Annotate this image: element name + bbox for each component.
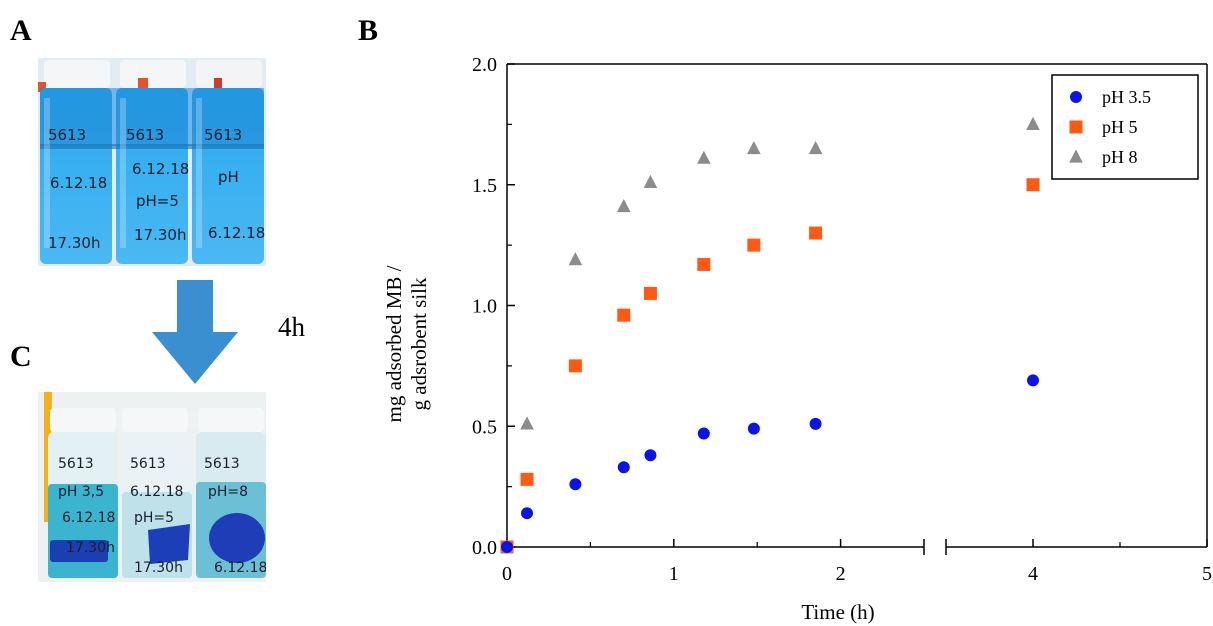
data-point-circle [521,507,534,520]
x-axis-title: Time (h) [801,600,874,624]
data-point-square [520,472,534,486]
vial-c1-line-4: 17.30h [66,540,115,556]
data-point-triangle [568,252,583,266]
vial-a2-line-3: pH=5 [136,192,179,210]
data-point-square [1026,178,1040,192]
data-point-triangle [1026,116,1040,130]
vial-a3-line-1: 5613 [204,126,242,144]
adsorption-chart: 0.0 0.5 1.0 1.5 2.0 0 1 2 4 5 pH 3.5 pH 5 pH 8 mg a… [382,54,1212,624]
vial-a1-line-1: 5613 [48,126,86,144]
y-tick-label: 2.0 [472,54,497,76]
data-point-circle [809,417,822,430]
legend-marker-triangle [1069,149,1083,163]
panel-label-a: A [10,14,32,47]
data-point-square [568,359,582,373]
data-point-circle [569,478,582,491]
vial-c2-line-2: 6.12.18 [130,484,183,500]
vial-c3-line-3: 6.12.18 [214,560,266,576]
y-tick-label: 1.5 [472,175,497,197]
data-point-triangle [696,150,711,164]
data-point-triangle [520,416,534,430]
vial-a3-line-2: pH [218,168,239,186]
y-tick-label: 0.5 [472,416,497,438]
legend-label: pH 5 [1102,117,1138,137]
data-point-triangle [747,141,761,155]
legend-label: pH 8 [1102,147,1138,167]
vial-c1-line-2: pH 3,5 [58,484,104,500]
data-point-circle [644,449,657,462]
vial-a2-line-1: 5613 [126,126,164,144]
vial-c1-line-3: 6.12.18 [62,510,115,526]
data-point-square [643,286,657,300]
vial-c1-line-1: 5613 [58,456,94,472]
data-point-triangle [643,174,658,188]
data-point-circle [501,541,513,553]
data-point-circle [617,461,630,474]
legend-label: pH 3.5 [1102,87,1151,107]
legend-marker-circle [1070,91,1082,103]
legend-marker-square [1069,120,1083,134]
vial-c2-line-1: 5613 [130,456,166,472]
duration-label: 4h [278,312,305,342]
data-point-triangle [808,141,823,155]
data-point-square [747,238,761,252]
arrow-down-icon [150,280,240,386]
data-point-triangle [616,199,631,213]
vial-a3-line-3: 6.12.18 [208,224,265,242]
x-tick-label: 2 [836,563,846,585]
vial-c3-line-2: pH=8 [208,484,248,500]
photo-vials-before: 5613 6.12.18 17.30h 5613 6.12.18 pH=5 17… [38,58,266,266]
panel-label-b: B [358,14,379,47]
x-tick-label: 1 [669,563,679,585]
vial-c3-line-1: 5613 [204,456,240,472]
vial-a2-line-4: 17.30h [134,226,186,244]
data-point-square [617,308,631,322]
x-tick-label: 5 [1202,563,1212,585]
vial-a2-line-2: 6.12.18 [132,160,189,178]
vial-a1-line-2: 6.12.18 [50,174,107,192]
panel-label-c: C [10,340,32,373]
data-point-circle [747,422,760,435]
x-tick-label: 0 [502,563,512,585]
vial-c2-line-3: pH=5 [134,510,174,526]
vial-c2-line-4: 17.30h [134,560,183,576]
y-axis-title-line-2: g adsrobent silk [407,277,431,410]
data-point-circle [697,427,710,440]
data-point-square [697,257,711,271]
y-axis-title-line-1: mg adsorbed MB / [382,265,406,422]
y-tick-label: 0.0 [472,537,497,559]
y-tick-label: 1.0 [472,296,497,318]
data-point-circle [1027,374,1039,387]
photo-vials-after: 5613 pH 3,5 6.12.18 17.30h 5613 6.12.18 … [38,392,266,582]
x-tick-label: 4 [1028,563,1038,585]
vial-a1-line-3: 17.30h [48,234,100,252]
chart-legend: pH 3.5 pH 5 pH 8 [1051,74,1199,180]
data-point-square [809,226,823,240]
